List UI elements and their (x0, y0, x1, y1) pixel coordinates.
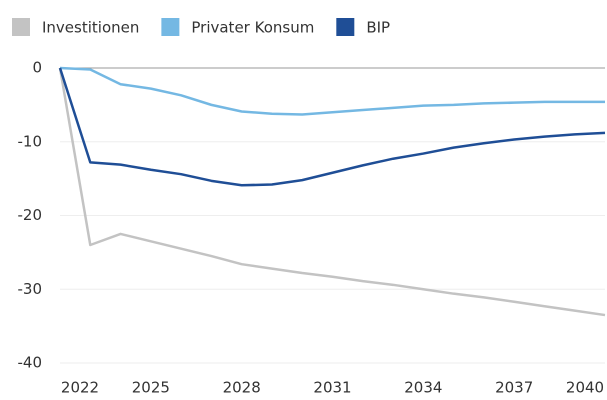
legend-label: BIP (366, 19, 390, 37)
legend-label: Investitionen (42, 19, 139, 37)
x-tick-label: 2028 (223, 379, 261, 397)
series-line (59, 66, 605, 116)
series-line (58, 67, 606, 317)
legend-swatch (161, 18, 180, 36)
y-tick-label: -30 (18, 280, 43, 298)
y-tick-label: 0 (32, 59, 42, 77)
x-tick-label: 2040 (566, 379, 604, 397)
series-line (58, 67, 606, 187)
legend-label: Privater Konsum (191, 19, 314, 37)
x-tick-label: 2031 (313, 379, 351, 397)
x-tick-label: 2025 (132, 379, 170, 397)
x-tick-label: 2022 (61, 379, 99, 397)
legend-swatch (336, 18, 355, 36)
x-tick-label: 2034 (404, 379, 442, 397)
legend-swatch (12, 18, 30, 36)
x-tick-label: 2037 (495, 379, 533, 397)
y-tick-label: -10 (18, 132, 43, 150)
y-tick-label: -40 (18, 354, 43, 372)
y-tick-label: -20 (18, 206, 43, 224)
